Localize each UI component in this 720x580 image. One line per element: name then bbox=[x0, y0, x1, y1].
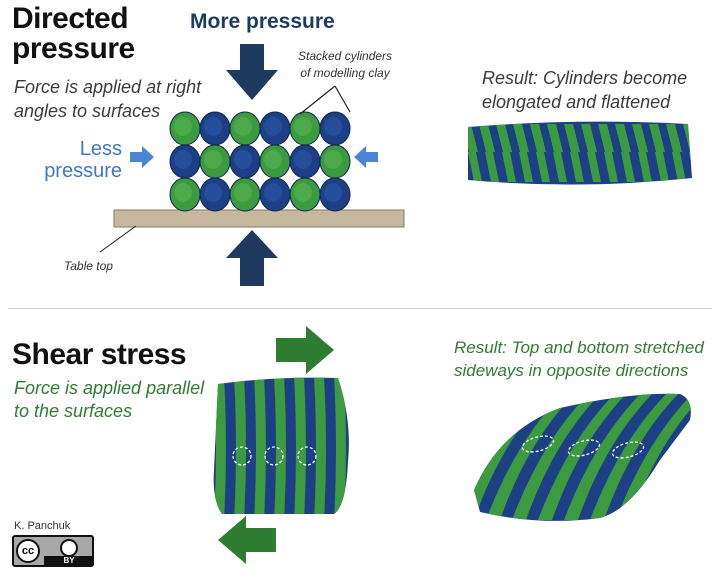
stacked-line1: Stacked cylinders bbox=[298, 49, 393, 63]
shear-clay-block bbox=[213, 377, 349, 514]
table-top-board bbox=[113, 209, 405, 228]
section-divider bbox=[8, 308, 712, 309]
shear-result-line2: sideways in opposite directions bbox=[454, 361, 689, 380]
shear-subtitle: Force is applied parallel to the surface… bbox=[14, 377, 204, 423]
less-pressure-line1: Less bbox=[79, 138, 122, 160]
license-by-label: BY bbox=[44, 556, 94, 565]
shear-left-arrow-icon bbox=[218, 516, 276, 564]
down-arrow-icon bbox=[226, 44, 278, 100]
table-top-label: Table top bbox=[64, 259, 113, 273]
directed-title-line2: pressure bbox=[12, 32, 135, 65]
directed-result: Result: Cylinders become elongated and f… bbox=[482, 66, 687, 114]
sheared-clay-result bbox=[474, 393, 691, 521]
shear-result: Result: Top and bottom stretched sideway… bbox=[454, 336, 704, 382]
directed-title-line1: Directed bbox=[12, 2, 129, 35]
right-arrow-icon bbox=[130, 146, 154, 168]
author-credit: K. Panchuk bbox=[14, 520, 71, 532]
up-arrow-icon bbox=[226, 230, 278, 286]
shear-markers bbox=[232, 446, 317, 466]
directed-result-line1: Result: Cylinders become bbox=[482, 68, 688, 88]
sheared-markers bbox=[521, 435, 645, 459]
table-top-pointer bbox=[99, 225, 137, 253]
cc-icon: cc bbox=[16, 539, 40, 563]
directed-pressure-title: Directed pressure bbox=[12, 4, 135, 64]
stacked-cylinders-label: Stacked cylinders of modelling clay bbox=[298, 48, 392, 82]
shear-subtitle-line1: Force is applied parallel bbox=[14, 378, 205, 398]
cc-license-badge: cc BY bbox=[12, 535, 94, 567]
shear-right-arrow-icon bbox=[276, 326, 334, 374]
stacked-cylinders bbox=[169, 111, 351, 212]
less-pressure-line2: pressure bbox=[44, 160, 122, 182]
shear-subtitle-line2: to the surfaces bbox=[14, 401, 133, 421]
shear-result-line1: Result: Top and bottom stretched bbox=[454, 338, 704, 357]
cylinder-pointer-2 bbox=[334, 85, 351, 113]
directed-subtitle-line2: angles to surfaces bbox=[14, 101, 161, 121]
cylinder-pointer-1 bbox=[299, 85, 336, 115]
person-icon bbox=[60, 539, 78, 557]
directed-subtitle-line1: Force is applied at right bbox=[14, 77, 202, 97]
less-pressure-label: Less pressure bbox=[42, 138, 122, 182]
stacked-line2: of modelling clay bbox=[300, 66, 390, 80]
flattened-clay-result bbox=[468, 121, 692, 185]
directed-result-line2: elongated and flattened bbox=[482, 92, 671, 112]
shear-stress-title: Shear stress bbox=[12, 338, 187, 371]
left-arrow-icon bbox=[354, 146, 378, 168]
more-pressure-label: More pressure bbox=[190, 10, 335, 33]
directed-subtitle: Force is applied at right angles to surf… bbox=[14, 75, 201, 123]
